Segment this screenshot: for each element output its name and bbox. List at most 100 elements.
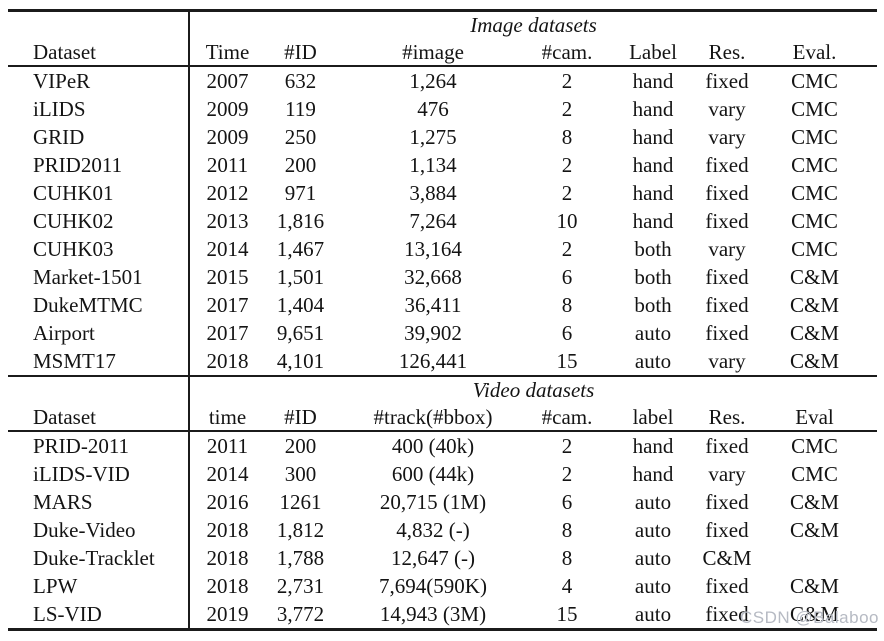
image-datasets-title-row: Image datasets [8,10,877,39]
cell: 15 [556,601,578,626]
cell: 400 (40k) [391,433,475,458]
cell: 3,772 [276,601,325,626]
cell: auto [634,517,672,542]
dataset-name-cell: CUHK03 [8,235,190,263]
cell: 39,902 [404,320,462,345]
cell: 2 [561,180,573,205]
cell: hand [632,433,674,458]
dataset-name-cell: Market-1501 [8,263,190,291]
column-header: Dataset [8,39,190,67]
column-header: #ID [265,39,336,67]
cell: CMC [791,236,838,261]
cell: 9,651 [276,320,325,345]
video-datasets-rows: PRID-2011 2011 200 400 (40k) 2 hand fixed CMC iL… [8,431,877,630]
table-row: iLIDS-VID 2014 300 600 (44k) 2 hand vary CMC [8,460,877,488]
dataset-name-cell: LPW [8,572,190,600]
cell: fixed [705,68,749,93]
image-datasets-title: Image datasets [470,13,597,37]
cell: 2007 [206,68,249,93]
cell: CMC [791,180,838,205]
dataset-name-cell: PRID2011 [8,151,190,179]
dataset-name-cell: Duke-Tracklet [8,544,190,572]
cell: 2019 [206,601,249,626]
cell: 12,647 (-) [391,545,475,570]
video-section-head: Video datasets Dataset time #ID #track(#bbo… [8,375,878,432]
cell: 3,884 [409,180,457,205]
cell: fixed [705,601,749,626]
cell: 476 [417,96,449,121]
cell: fixed [705,320,749,345]
cell: 126,441 [398,348,468,373]
cell: 2009 [206,124,249,149]
cell: vary [708,348,746,373]
cell: hand [632,68,674,93]
dataset-name-cell: iLIDS [8,95,190,123]
cell: 2013 [206,208,249,233]
cell: 2014 [206,236,249,261]
table-row: DukeMTMC 2017 1,404 36,411 8 both fixed C&M [8,291,877,319]
cell: CMC [791,461,838,486]
cell: C&M [790,573,840,598]
cell: hand [632,96,674,121]
cell: 2,731 [276,573,325,598]
dataset-name-cell: Airport [8,319,190,347]
cell: 2015 [206,264,249,289]
cell: 8 [561,292,573,317]
table-row: Airport 2017 9,651 39,902 6 auto fixed C&M [8,319,877,347]
cell: 6 [561,320,573,345]
cell: CMC [791,68,838,93]
cell: 2 [561,433,573,458]
cell: C&M [790,489,840,514]
table-row: GRID 2009 250 1,275 8 hand vary CMC [8,123,877,151]
cell: C&M [790,517,840,542]
cell: 13,164 [404,236,462,261]
cell: 119 [285,96,316,121]
image-section-head: Image datasets Dataset Time #ID #image #cam.… [8,10,878,67]
cell: fixed [705,517,749,542]
cell: 2018 [206,517,249,542]
dataset-name-cell: DukeMTMC [8,291,190,319]
dataset-name-cell: MARS [8,488,190,516]
dataset-name-cell: CUHK02 [8,207,190,235]
cell: hand [632,208,674,233]
cell: 2016 [206,489,249,514]
cell: both [634,264,672,289]
cell: 971 [284,180,317,205]
column-header: #image [336,39,530,67]
cell: auto [634,489,672,514]
image-header-row: Dataset Time #ID #image #cam. Label Res. Eval. [8,39,878,67]
column-header: Label [604,39,702,67]
cell: 20,715 (1M) [379,489,487,514]
cell: 2011 [206,433,249,458]
cell: C&M [790,320,840,345]
cell: 2018 [206,348,249,373]
cell: 10 [556,208,578,233]
cell: both [634,292,672,317]
cell: 7,264 [409,208,457,233]
column-header: #ID [265,404,336,432]
cell: 1,788 [276,545,325,570]
cell: C&M [790,264,840,289]
dataset-name-cell: iLIDS-VID [8,460,190,488]
cell: vary [708,96,746,121]
dataset-name-cell: VIPeR [8,66,190,95]
table-row: MSMT17 2018 4,101 126,441 15 auto vary C&M [8,347,877,376]
empty-corner-cell [8,10,190,39]
cell: 2011 [206,152,249,177]
column-header: #cam. [530,404,604,432]
cell: fixed [705,433,749,458]
cell: 1,264 [409,68,457,93]
cell: hand [632,124,674,149]
table-row: Market-1501 2015 1,501 32,668 6 both fixed C&M [8,263,877,291]
table-row: LPW 2018 2,731 7,694(590K) 4 auto fixed C&M [8,572,877,600]
cell: C&M [790,348,840,373]
cell: 200 [284,433,317,458]
cell: 2014 [206,461,249,486]
cell: CMC [791,208,838,233]
watermark: CSDN @Balaboo [739,608,879,627]
cell: 2012 [206,180,249,205]
dataset-name-cell: GRID [8,123,190,151]
table-row: VIPeR 2007 632 1,264 2 hand fixed CMC [8,66,877,95]
cell: 2 [561,68,573,93]
column-header: #cam. [530,39,604,67]
